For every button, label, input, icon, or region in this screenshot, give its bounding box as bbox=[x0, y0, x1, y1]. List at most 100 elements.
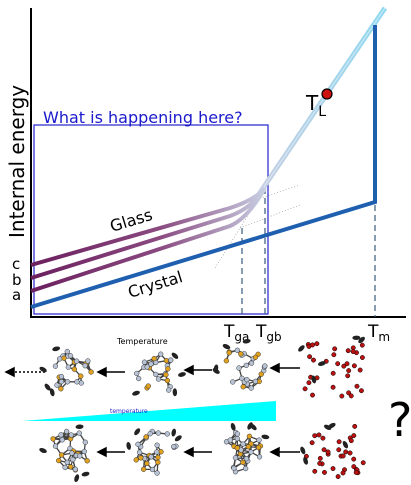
figure: Internal energy What is happening here? … bbox=[0, 0, 411, 485]
liquid-atom bbox=[360, 343, 364, 347]
atom bbox=[73, 467, 78, 472]
atom bbox=[228, 438, 233, 443]
liquid-atom bbox=[335, 361, 339, 365]
atom bbox=[156, 455, 161, 460]
liquid-atom bbox=[336, 474, 340, 478]
liquid-atom bbox=[331, 466, 335, 470]
liquid-atom bbox=[317, 433, 321, 437]
marker-label: Tm bbox=[367, 322, 390, 344]
atom bbox=[153, 372, 158, 377]
atom bbox=[155, 471, 160, 476]
atom bbox=[249, 361, 254, 366]
atom bbox=[244, 456, 249, 461]
atom bbox=[138, 455, 143, 460]
atom bbox=[257, 454, 262, 459]
ion bbox=[297, 344, 306, 353]
atom bbox=[253, 355, 258, 360]
atom bbox=[165, 432, 170, 437]
atom bbox=[156, 377, 161, 382]
atom bbox=[249, 386, 254, 391]
atom bbox=[77, 454, 82, 459]
marker-main: T bbox=[367, 322, 379, 342]
atom bbox=[233, 455, 238, 460]
ion bbox=[178, 371, 187, 377]
atom bbox=[243, 466, 248, 471]
atom bbox=[144, 435, 149, 440]
liquid-atom bbox=[352, 364, 356, 368]
atom bbox=[249, 450, 254, 455]
marker-sub: gb bbox=[266, 330, 281, 344]
liquid-atom bbox=[348, 451, 352, 455]
ion bbox=[132, 390, 141, 397]
atom bbox=[65, 379, 70, 384]
liquid-atom bbox=[315, 341, 319, 345]
axis-label: Internal energy bbox=[5, 85, 29, 238]
crystal-label: Crystal bbox=[126, 267, 185, 302]
ion bbox=[133, 427, 141, 436]
liquid-atom bbox=[321, 436, 325, 440]
liquid-atom bbox=[317, 461, 321, 465]
liquid-atom bbox=[337, 440, 341, 444]
atom bbox=[168, 358, 173, 363]
liquidus-main: T bbox=[305, 91, 319, 115]
liquid-atom bbox=[361, 461, 365, 465]
temperature-ramp bbox=[22, 401, 276, 421]
atom bbox=[59, 432, 64, 437]
atom bbox=[154, 450, 159, 455]
atom bbox=[235, 432, 240, 437]
ramp-label: temperature bbox=[110, 408, 148, 415]
marker-main: T bbox=[255, 322, 267, 342]
atom bbox=[171, 444, 176, 449]
liquid-atom bbox=[326, 450, 330, 454]
atom bbox=[83, 440, 88, 445]
ion bbox=[261, 434, 270, 440]
atom bbox=[244, 363, 249, 368]
atom bbox=[149, 454, 154, 459]
atom bbox=[136, 376, 141, 381]
liquid-atom bbox=[359, 389, 363, 393]
atom bbox=[141, 467, 146, 472]
atom bbox=[69, 451, 74, 456]
atom bbox=[83, 363, 88, 368]
atom bbox=[72, 367, 77, 372]
liquidus-point bbox=[322, 89, 332, 99]
glass-lines bbox=[31, 188, 265, 291]
atom bbox=[63, 465, 68, 470]
liquid-atom bbox=[331, 371, 335, 375]
ion bbox=[173, 388, 178, 396]
ion bbox=[52, 346, 61, 352]
liquid-atom bbox=[313, 469, 317, 473]
ion bbox=[342, 440, 350, 449]
liquid-atom bbox=[310, 393, 314, 397]
liquid-atom bbox=[332, 352, 336, 356]
ion bbox=[73, 474, 80, 483]
atom bbox=[158, 352, 163, 357]
liquid-atom bbox=[332, 347, 336, 351]
atom bbox=[68, 353, 73, 358]
box-title: What is happening here? bbox=[43, 108, 243, 127]
liquid-atom bbox=[352, 433, 356, 437]
atom bbox=[136, 442, 141, 447]
liquid-atom bbox=[341, 471, 345, 475]
marker-sub: m bbox=[378, 330, 390, 344]
atom bbox=[59, 453, 64, 458]
level-label: a bbox=[12, 286, 21, 304]
ion bbox=[39, 447, 48, 454]
liquid-atom bbox=[307, 354, 311, 358]
atom bbox=[235, 436, 240, 441]
liquidus-sub: L bbox=[318, 104, 326, 120]
liquid-atom bbox=[303, 387, 307, 391]
atom bbox=[70, 457, 75, 462]
atom bbox=[241, 384, 246, 389]
atom bbox=[259, 372, 264, 377]
atom bbox=[230, 380, 235, 385]
liquid-atom bbox=[346, 348, 350, 352]
atom bbox=[232, 466, 237, 471]
ion bbox=[126, 442, 132, 451]
atom bbox=[85, 359, 90, 364]
ion bbox=[299, 446, 306, 455]
liquid-atom bbox=[346, 368, 350, 372]
atom bbox=[58, 386, 63, 391]
atom bbox=[238, 351, 243, 356]
liquid-atom bbox=[351, 349, 355, 353]
